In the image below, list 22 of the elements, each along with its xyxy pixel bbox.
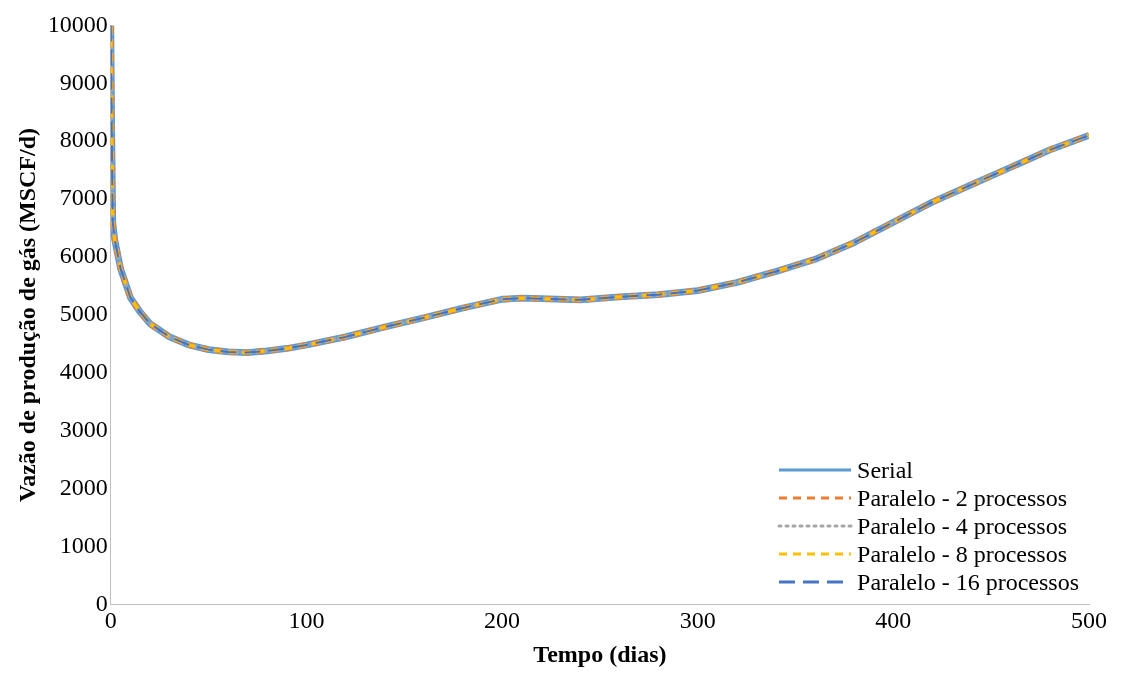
y-tick-label: 5000: [59, 300, 108, 327]
y-tick-label: 9000: [59, 68, 108, 95]
x-tick-label: 100: [288, 607, 325, 634]
legend-label: Paralelo - 2 processos: [857, 484, 1067, 512]
y-tick-label: 7000: [59, 184, 108, 211]
x-tick-label: 400: [875, 607, 912, 634]
x-tick-label: 500: [1071, 607, 1107, 634]
legend-label: Paralelo - 8 processos: [857, 540, 1067, 568]
y-axis-title: Vazão de produção de gás (MSCF/d): [13, 127, 40, 502]
y-tick-label: 2000: [59, 473, 108, 500]
x-axis-title: Tempo (dias): [533, 640, 667, 667]
y-tick-label: 8000: [59, 126, 108, 153]
x-tick-label: 200: [484, 607, 521, 634]
y-tick-label: 4000: [59, 358, 108, 385]
y-tick-label: 1000: [59, 531, 108, 558]
legend-label: Serial: [857, 456, 914, 484]
x-tick-label: 300: [679, 607, 716, 634]
legend-label: Paralelo - 16 processos: [857, 568, 1079, 596]
legend-label: Paralelo - 4 processos: [857, 512, 1067, 540]
y-tick-label: 10000: [47, 10, 108, 37]
y-tick-label: 3000: [59, 416, 108, 442]
y-tick-label: 6000: [59, 242, 108, 269]
